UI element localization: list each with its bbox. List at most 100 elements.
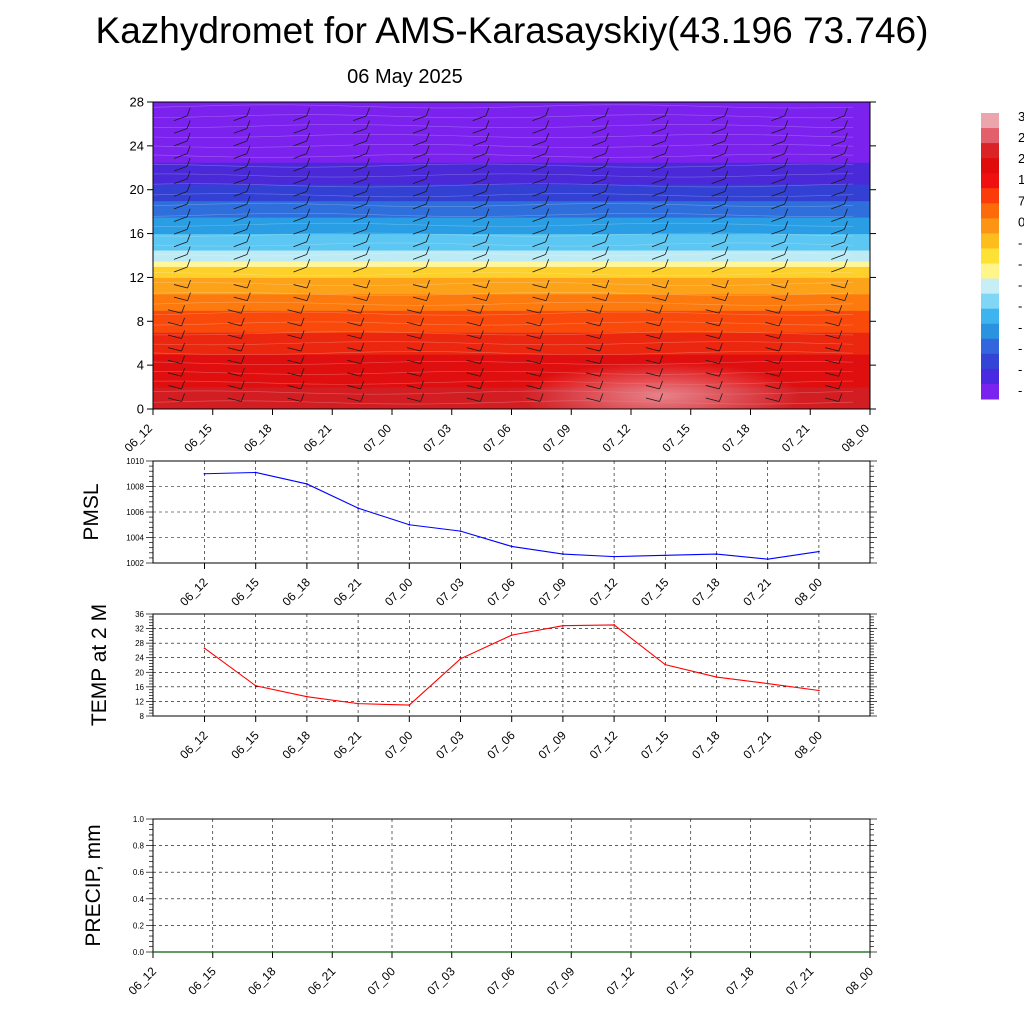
contour-line — [153, 301, 854, 306]
wind-barb-flag — [240, 330, 245, 339]
x-tick-label: 07_15 — [638, 575, 672, 609]
wind-barb-flag — [425, 221, 430, 230]
wind-barb-flag — [366, 170, 370, 180]
colorbar-label: 7 — [1018, 193, 1024, 208]
wind-barb — [592, 296, 606, 302]
wind-barb-flag — [599, 317, 604, 326]
wind-barb-flag — [425, 208, 430, 217]
chart-title: Kazhydromet for AMS-Karasayskiy(43.196 7… — [95, 10, 929, 51]
wind-barb — [412, 228, 427, 235]
wind-barb — [167, 372, 182, 377]
wind-barb — [472, 115, 487, 122]
wind-barb-flag — [664, 107, 669, 116]
contour-line — [153, 232, 854, 237]
wind-barb — [167, 321, 182, 327]
wind-barb — [347, 309, 361, 314]
wind-barb — [347, 385, 361, 390]
y-tick-label: 1002 — [126, 559, 144, 568]
wind-barb-flag — [545, 183, 550, 192]
wind-barb-flag — [778, 380, 783, 390]
wind-barb — [233, 203, 248, 210]
wind-barb-flag — [724, 195, 729, 205]
wind-barb-flag — [181, 355, 185, 364]
colorbar-segment — [981, 188, 999, 204]
y-tick-label: 1006 — [126, 508, 144, 517]
wind-barb — [831, 203, 845, 210]
wind-barb-flag — [539, 380, 544, 390]
wind-barb — [412, 165, 427, 172]
x-tick-label: 07_12 — [600, 421, 634, 455]
wind-barb — [353, 140, 367, 147]
wind-barb-flag — [599, 355, 604, 364]
wind-barb — [293, 241, 307, 248]
wind-barb-flag — [186, 132, 191, 142]
wind-barb — [406, 359, 421, 365]
colorbar-label: - — [1018, 383, 1022, 398]
wind-barb — [472, 178, 487, 185]
wind-barb-flag — [844, 246, 848, 255]
wind-barb — [412, 266, 427, 273]
wind-barb-flag — [306, 246, 311, 255]
wind-barb — [526, 397, 541, 402]
wind-barb — [406, 372, 421, 377]
contour-line — [153, 193, 854, 198]
wind-barb-flag — [366, 208, 370, 217]
wind-barb — [173, 241, 188, 248]
wind-barb — [173, 191, 188, 197]
wind-barb — [705, 359, 720, 365]
wind-barb-flag — [366, 145, 370, 154]
wind-barb-flag — [366, 233, 370, 243]
wind-barb-flag — [545, 158, 550, 167]
wind-barb-flag — [784, 107, 789, 116]
wind-barb-flag — [186, 195, 191, 205]
wind-barb-flag — [300, 330, 305, 339]
y-tick-label: 16 — [130, 226, 144, 241]
wind-barb — [227, 321, 242, 327]
wind-barb-flag — [186, 120, 191, 129]
wind-barb — [412, 140, 427, 147]
wind-barb — [353, 115, 367, 122]
wind-barb — [412, 254, 427, 260]
x-tick-label: 07_09 — [544, 964, 578, 998]
wind-barb-flag — [724, 145, 729, 154]
wind-barb — [412, 296, 427, 302]
pmsl-data-point — [203, 472, 206, 475]
wind-barb — [765, 347, 780, 352]
wind-barb — [771, 254, 785, 260]
colorbar-label: 3 — [1018, 109, 1024, 124]
wind-barb — [831, 153, 845, 159]
contour-line — [153, 311, 854, 316]
wind-barb-flag — [605, 279, 610, 289]
wind-barb-flag — [479, 380, 484, 390]
wind-barb-flag — [306, 208, 311, 217]
wind-barb — [412, 178, 427, 185]
x-tick-label: 07_18 — [723, 964, 757, 998]
wind-barb-flag — [545, 145, 550, 154]
wind-barb-flag — [784, 208, 789, 217]
wind-barb-flag — [724, 221, 729, 230]
wind-barb-flag — [784, 120, 789, 129]
wind-barb-flag — [724, 107, 729, 116]
precip-grid — [153, 819, 870, 952]
wind-barb-flag — [605, 259, 609, 268]
y-tick-label: 0.4 — [133, 895, 145, 904]
wind-barb — [293, 128, 307, 134]
wind-barb — [293, 216, 307, 222]
wind-barb — [466, 359, 481, 365]
temp-data-point — [203, 647, 206, 650]
wind-barb-flag — [659, 342, 663, 352]
wind-barb — [227, 385, 242, 390]
wind-barb — [412, 284, 427, 289]
wind-barb-flag — [539, 305, 544, 314]
wind-barb — [173, 284, 188, 289]
wind-barb-flag — [778, 305, 783, 314]
heatmap-field — [153, 102, 870, 409]
wind-barb — [353, 191, 367, 197]
wind-barb — [293, 115, 307, 122]
wind-barb-flag — [724, 279, 729, 289]
wind-barb — [466, 347, 481, 352]
x-tick-label: 07_00 — [382, 728, 416, 762]
wind-barb — [592, 228, 606, 235]
wind-barb — [586, 334, 600, 339]
wind-barb — [771, 165, 785, 172]
